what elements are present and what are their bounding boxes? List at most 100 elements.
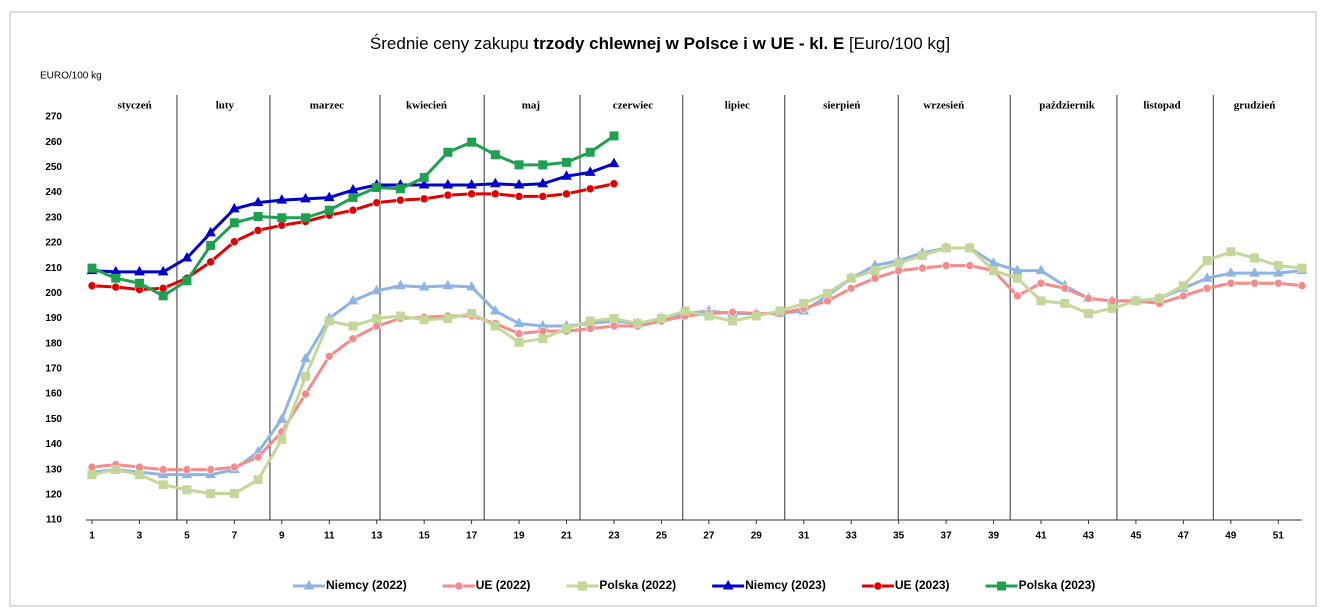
y-tick-label: 150 <box>45 414 62 425</box>
x-tick-label: 49 <box>1225 531 1237 542</box>
y-tick-label: 230 <box>45 212 62 223</box>
marker <box>466 280 477 291</box>
legend-label: Polska (2022) <box>599 578 676 592</box>
marker <box>894 266 903 275</box>
marker <box>324 316 334 326</box>
legend-item: Niemcy (2022) <box>293 578 407 592</box>
marker <box>846 283 856 293</box>
y-tick-label: 180 <box>45 338 62 349</box>
y-tick-label: 260 <box>45 137 62 148</box>
x-tick-label: 39 <box>988 531 1000 542</box>
marker <box>111 465 121 475</box>
marker <box>467 137 477 147</box>
marker <box>323 191 335 202</box>
marker <box>1012 273 1022 283</box>
marker <box>680 306 690 316</box>
y-axis-label: EURO/100 kg <box>40 71 102 82</box>
marker <box>396 195 405 205</box>
marker <box>300 352 311 363</box>
title-part: trzody chlewnej w Polsce i w UE - kl. E <box>533 34 844 53</box>
marker <box>585 324 595 333</box>
marker <box>419 194 429 204</box>
marker <box>1225 267 1237 277</box>
marker <box>514 160 524 170</box>
marker <box>230 237 239 246</box>
marker <box>965 261 975 270</box>
marker <box>870 266 880 276</box>
marker <box>562 157 572 167</box>
marker <box>206 240 216 250</box>
y-tick-label: 250 <box>45 162 62 173</box>
marker <box>205 226 216 237</box>
marker <box>158 291 168 301</box>
legend-label: Polska (2023) <box>1019 578 1096 592</box>
legend-marker <box>873 581 883 591</box>
marker <box>111 273 121 283</box>
marker <box>419 315 429 325</box>
series <box>87 179 619 294</box>
month-label: sierpień <box>823 100 860 112</box>
marker <box>348 205 358 215</box>
y-tick-label: 220 <box>45 238 62 249</box>
marker <box>537 177 549 188</box>
marker <box>988 257 999 267</box>
marker <box>1179 291 1188 301</box>
x-tick-label: 1 <box>89 531 95 542</box>
marker <box>490 321 500 331</box>
month-label: wrzesień <box>923 100 964 112</box>
month-label: lipiec <box>725 100 750 112</box>
marker <box>1249 267 1260 277</box>
legend-marker <box>722 579 734 590</box>
x-tick-label: 11 <box>324 531 335 542</box>
marker <box>1226 278 1236 288</box>
x-tick-label: 23 <box>608 531 620 542</box>
marker <box>1250 278 1259 288</box>
marker <box>206 489 216 499</box>
marker <box>728 316 738 326</box>
y-tick-label: 120 <box>45 489 62 500</box>
marker <box>395 279 406 290</box>
legend-item: UE (2023) <box>861 578 950 592</box>
marker <box>443 314 453 323</box>
marker <box>751 311 761 321</box>
marker <box>561 170 572 180</box>
marker <box>1060 298 1070 308</box>
y-tick-label: 140 <box>45 439 62 450</box>
x-tick-label: 27 <box>703 531 715 542</box>
marker <box>1036 278 1046 288</box>
marker <box>562 324 572 334</box>
chart-title: Średnie ceny zakupu trzody chlewnej w Po… <box>370 34 950 53</box>
marker <box>775 306 785 316</box>
x-tick-label: 15 <box>419 531 431 542</box>
marker <box>1035 264 1047 275</box>
x-tick-label: 29 <box>751 531 763 542</box>
marker <box>538 192 548 201</box>
legend-label: UE (2023) <box>895 578 950 592</box>
marker <box>846 273 856 283</box>
y-tick-label: 240 <box>45 187 62 198</box>
marker <box>347 294 359 305</box>
marker <box>513 317 525 328</box>
marker <box>941 261 951 270</box>
marker <box>253 452 263 462</box>
marker <box>253 475 263 485</box>
marker <box>1083 308 1093 318</box>
marker <box>87 470 97 480</box>
month-label: marzec <box>310 100 344 112</box>
marker <box>158 465 168 474</box>
x-tick-label: 43 <box>1083 531 1095 542</box>
marker <box>1272 267 1284 277</box>
marker <box>87 281 97 291</box>
marker <box>276 413 288 423</box>
marker <box>1273 261 1283 271</box>
marker <box>1155 293 1165 303</box>
marker <box>538 326 548 336</box>
marker <box>301 389 310 399</box>
month-label: luty <box>216 100 235 112</box>
legend-marker <box>997 581 1007 591</box>
month-label: listopad <box>1143 100 1180 112</box>
marker <box>491 189 500 199</box>
marker <box>822 288 832 298</box>
x-tick-label: 41 <box>1035 531 1047 542</box>
marker <box>134 278 144 288</box>
